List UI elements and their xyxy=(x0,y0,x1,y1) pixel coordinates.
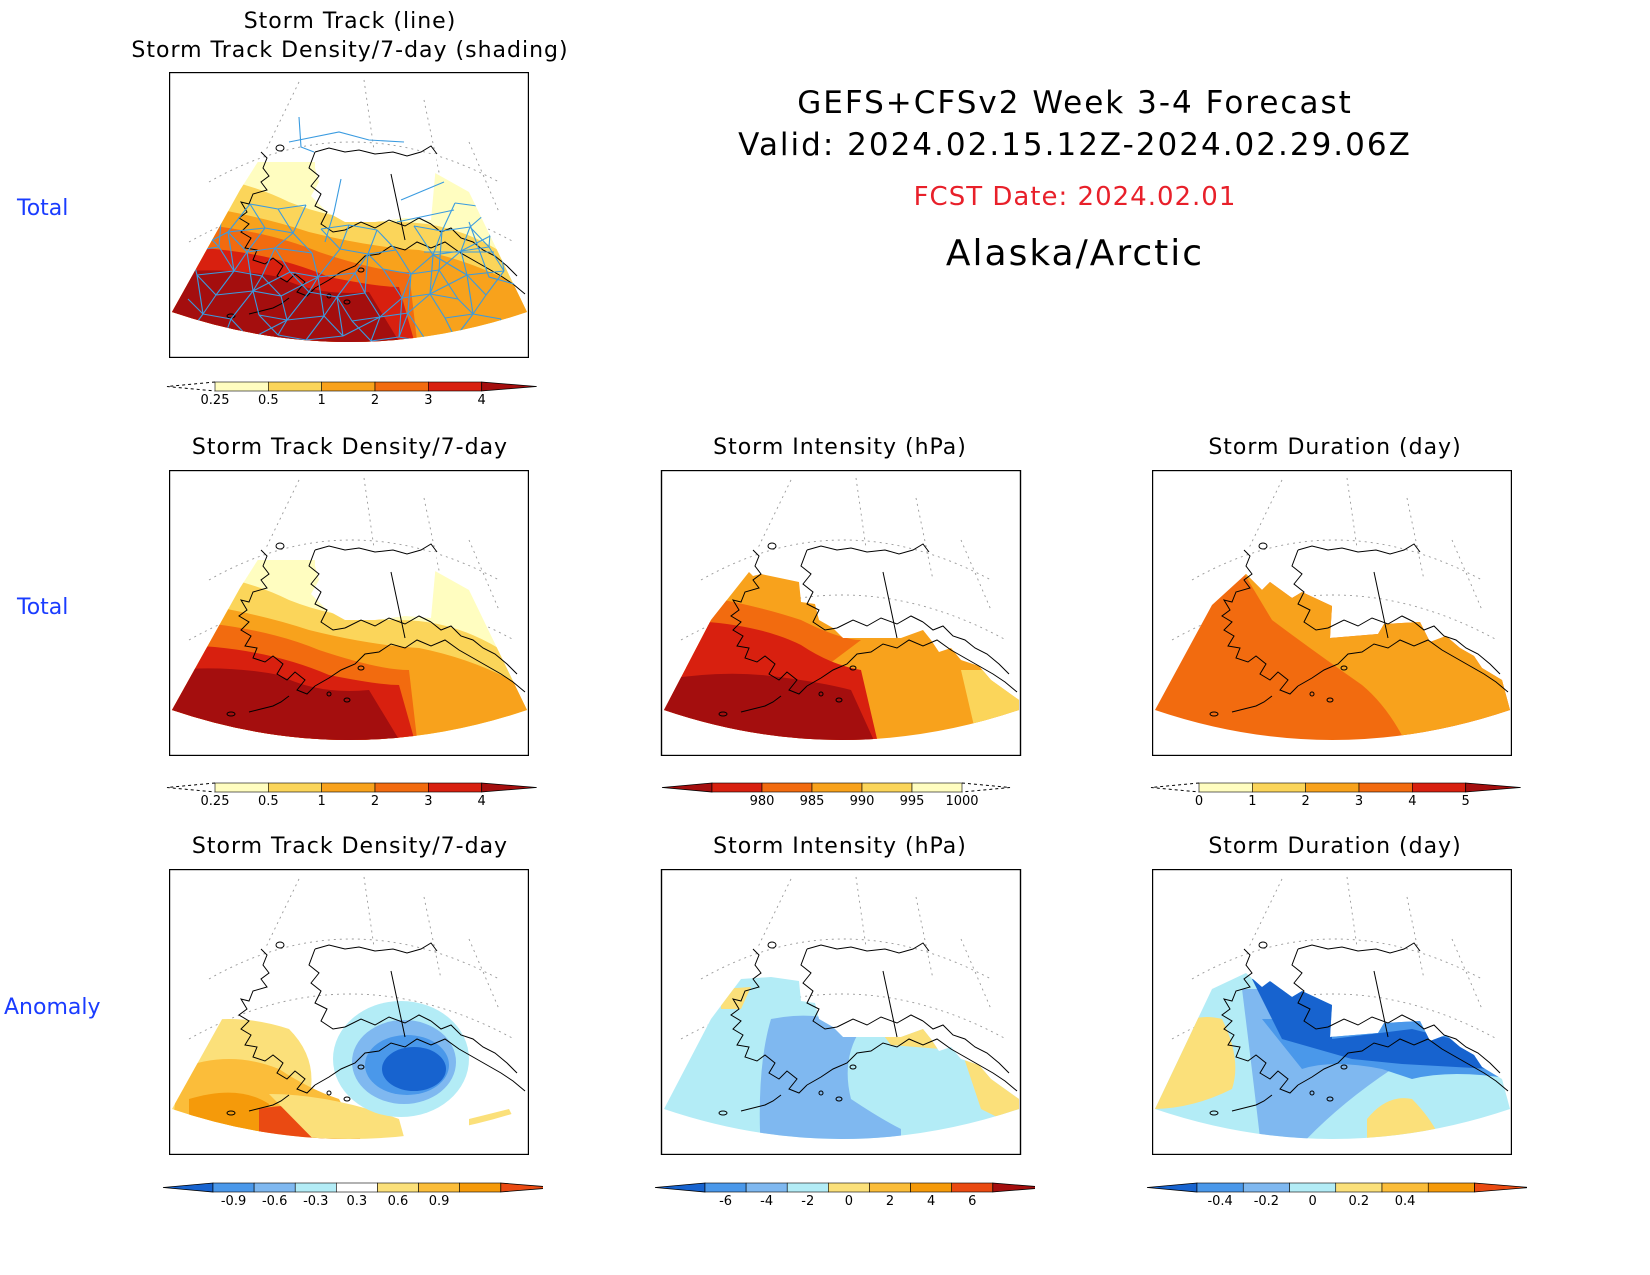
panel-title-r3c2: Storm Intensity (hPa) xyxy=(713,834,967,859)
colorbar-tick-label: 0 xyxy=(1308,1194,1316,1209)
colorbar-tick-label: 1 xyxy=(318,794,326,809)
map-panel-r2c2 xyxy=(660,470,1022,756)
colorbar-r3c2: -6 -4 -2 0 2 4 6 xyxy=(654,1182,1035,1209)
colorbar-tick-label: 1 xyxy=(318,393,326,408)
colorbar-tick-label: 0.5 xyxy=(258,794,279,809)
map-panel-r3c2 xyxy=(660,869,1022,1155)
colorbar-tick-label: -0.4 xyxy=(1207,1194,1232,1209)
colorbar-tick-label: 4 xyxy=(927,1194,935,1209)
map-panel-r3c3 xyxy=(1152,869,1512,1155)
colorbar-tick-label: 5 xyxy=(1462,794,1470,809)
panel-title-r2c3: Storm Duration (day) xyxy=(1208,435,1462,460)
map-panel-r2c3 xyxy=(1152,470,1512,756)
colorbar-tick-label: 2 xyxy=(1302,794,1310,809)
colorbar-tick-label: 2 xyxy=(371,794,379,809)
colorbar-r3c3: -0.4 -0.2 0 0.2 0.4 xyxy=(1146,1182,1527,1209)
colorbar-tick-label: -0.9 xyxy=(221,1194,246,1209)
colorbar-tick-label: 2 xyxy=(886,1194,894,1209)
colorbar-tick-label: -6 xyxy=(719,1194,732,1209)
map-panel-r1c1 xyxy=(169,72,529,358)
colorbar-r2c2: 980 985 990 995 1000 xyxy=(661,782,1011,809)
forecast-title: GEFS+CFSv2 Week 3-4 Forecast xyxy=(797,85,1353,121)
colorbar-tick-label: 0.6 xyxy=(388,1194,409,1209)
colorbar-tick-label: -2 xyxy=(801,1194,814,1209)
colorbar-tick-label: 1 xyxy=(1248,794,1256,809)
valid-period: Valid: 2024.02.15.12Z-2024.02.29.06Z xyxy=(738,127,1412,163)
colorbar-tick-label: -0.2 xyxy=(1254,1194,1279,1209)
colorbar-tick-label: 3 xyxy=(1355,794,1363,809)
colorbar-tick-label: 0.4 xyxy=(1395,1194,1416,1209)
panel-title-r2c2: Storm Intensity (hPa) xyxy=(713,435,967,460)
colorbar-tick-label: 6 xyxy=(968,1194,976,1209)
colorbar-r2c3: 0 1 2 3 4 5 xyxy=(1150,782,1521,809)
colorbar-tick-label: 4 xyxy=(478,794,486,809)
colorbar-tick-label: 3 xyxy=(424,794,432,809)
panel-title-r2c1: Storm Track Density/7-day xyxy=(191,435,509,460)
colorbar-tick-label: 0.3 xyxy=(347,1194,368,1209)
colorbar-tick-label: 990 xyxy=(850,794,875,809)
colorbar-tick-label: 0.25 xyxy=(201,393,230,408)
map-panel-r3c1 xyxy=(169,869,529,1155)
colorbar-r2c1: 0.25 0.5 1 2 3 4 xyxy=(166,782,537,809)
colorbar-tick-label: -4 xyxy=(760,1194,773,1209)
colorbar-tick-label: -0.3 xyxy=(303,1194,328,1209)
colorbar-r3c1: -0.9 -0.6 -0.3 0.3 0.6 0.9 xyxy=(162,1182,543,1209)
colorbar-r1c1: 0.25 0.5 1 2 3 4 xyxy=(166,381,537,408)
colorbar-tick-label: 0.9 xyxy=(429,1194,450,1209)
panel-title-r3c1: Storm Track Density/7-day xyxy=(191,834,509,859)
colorbar-tick-label: 0.5 xyxy=(258,393,279,408)
colorbar-tick-label: 4 xyxy=(478,393,486,408)
colorbar-tick-label: 1000 xyxy=(945,794,978,809)
colorbar-tick-label: 995 xyxy=(900,794,925,809)
colorbar-tick-label: 985 xyxy=(800,794,825,809)
forecast-date: FCST Date: 2024.02.01 xyxy=(913,182,1237,212)
colorbar-tick-label: 4 xyxy=(1408,794,1416,809)
colorbar-tick-label: 0.25 xyxy=(201,794,230,809)
colorbar-tick-label: 0.2 xyxy=(1349,1194,1370,1209)
panel-title-r1c1-line1: Storm Track (line) xyxy=(243,9,457,34)
region-title: Alaska/Arctic xyxy=(945,233,1205,274)
colorbar-tick-label: 2 xyxy=(371,393,379,408)
colorbar-tick-label: 0 xyxy=(1195,794,1203,809)
row-label-2: Total xyxy=(17,595,69,620)
colorbar-tick-label: 980 xyxy=(750,794,775,809)
panel-title-r3c3: Storm Duration (day) xyxy=(1208,834,1462,859)
panel-title-r1c1-line2: Storm Track Density/7-day (shading) xyxy=(131,38,569,63)
row-label-1: Total xyxy=(17,196,69,221)
map-panel-r2c1 xyxy=(169,470,529,756)
row-label-3: Anomaly xyxy=(4,995,101,1020)
colorbar-tick-label: 0 xyxy=(845,1194,853,1209)
colorbar-tick-label: 3 xyxy=(424,393,432,408)
colorbar-tick-label: -0.6 xyxy=(262,1194,287,1209)
